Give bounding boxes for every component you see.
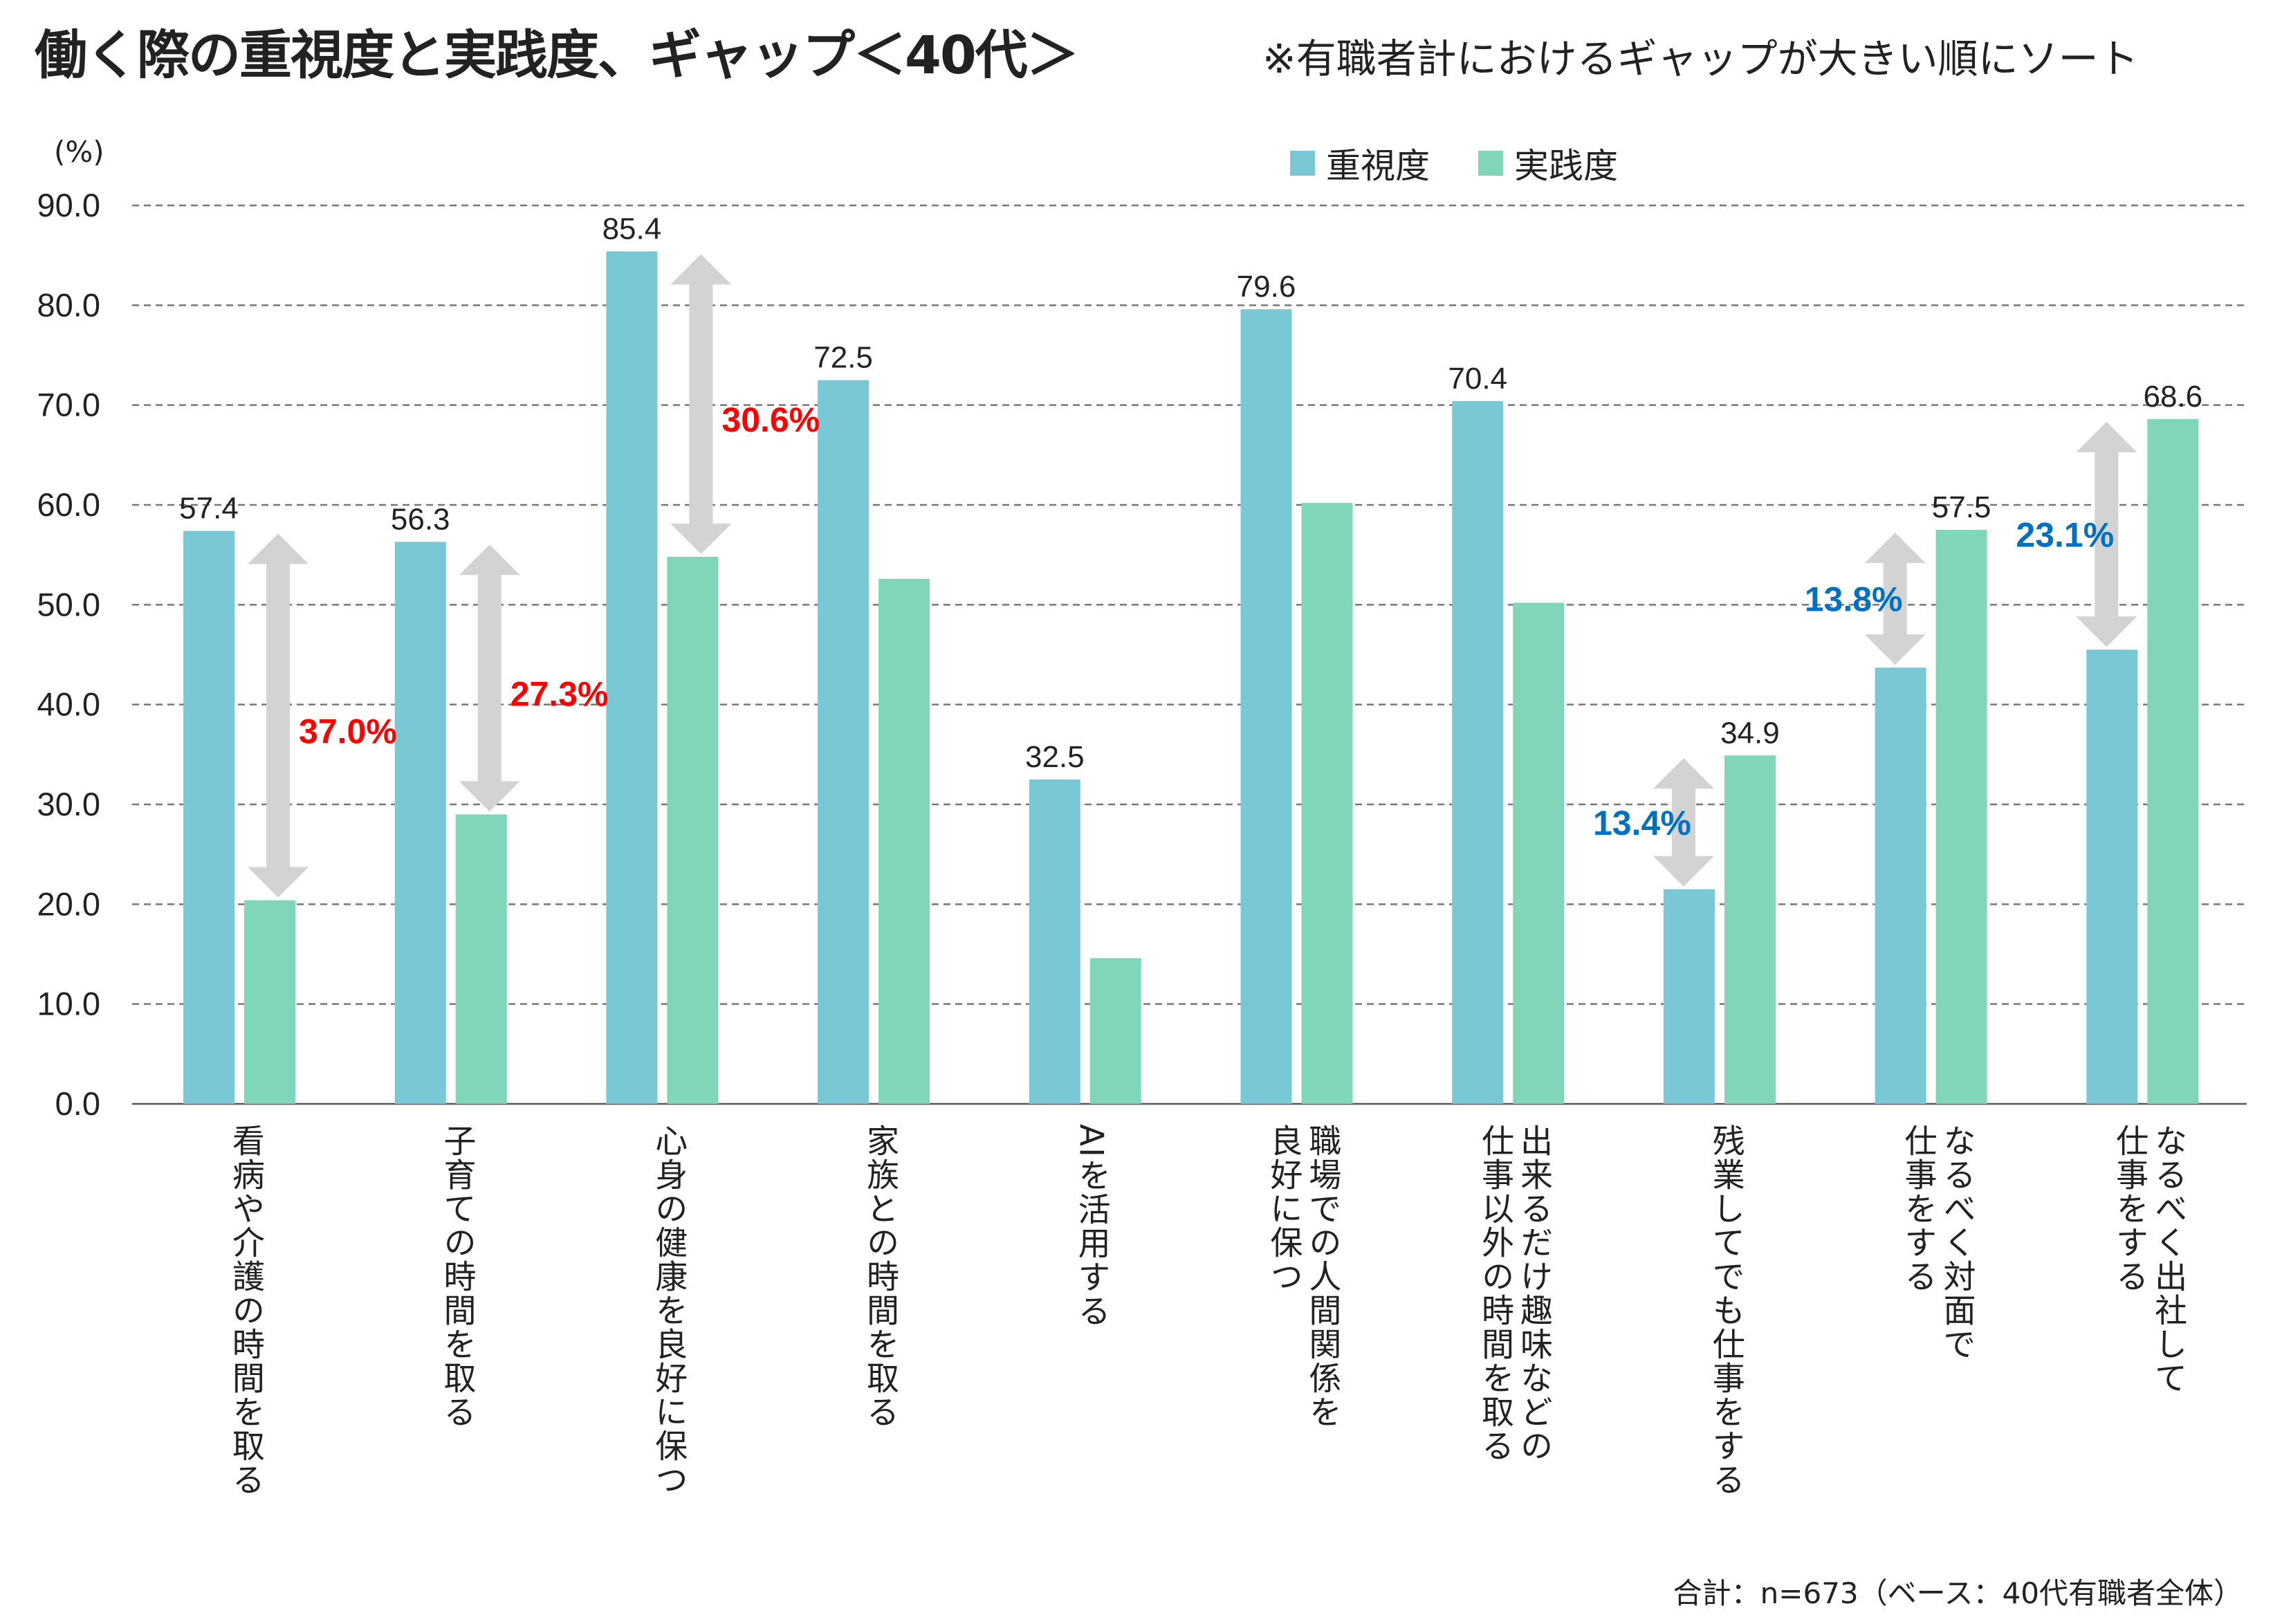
bar-importance — [606, 251, 658, 1105]
gap-label: 30.6% — [721, 400, 820, 439]
legend-item-practice: 実践度 — [1478, 138, 1618, 188]
data-label: 57.5 — [1932, 490, 1991, 524]
category-label: 出来るだけ趣味などの 仕事以外の時間を取る — [1475, 1124, 1553, 1463]
bar-practice — [878, 578, 930, 1104]
data-label: 70.4 — [1448, 362, 1507, 396]
data-label: 57.4 — [179, 492, 239, 526]
bar-practice — [2147, 418, 2199, 1104]
category-label: 職場での人間関係を 良好に保つ — [1264, 1124, 1341, 1429]
y-tick-label: 20.0 — [37, 885, 100, 922]
y-tick-label: 40.0 — [37, 686, 100, 723]
category-label: 家族との時間を取る — [860, 1124, 899, 1429]
bar-importance — [1875, 667, 1926, 1104]
category-label: AIを活用する — [1071, 1124, 1110, 1329]
category-label: 心身の健康を良好に保つ — [649, 1124, 688, 1497]
category-label: 残業してでも仕事をする — [1706, 1124, 1745, 1497]
gap-label: 37.0% — [299, 712, 397, 751]
bar-importance — [1452, 400, 1504, 1104]
gap-double-arrow — [670, 254, 732, 555]
y-tick-label: 90.0 — [37, 187, 100, 223]
footnote: 合計：n=673（ベース：40代有職者全体） — [1673, 1576, 2243, 1610]
data-label: 85.4 — [602, 212, 662, 246]
category-label: なるべく出社して 仕事をする — [2110, 1124, 2187, 1395]
gap-label: 13.8% — [1805, 580, 1903, 619]
legend: 重視度 実践度 — [1290, 138, 1618, 188]
bar-importance — [394, 542, 446, 1104]
bar-importance — [1663, 889, 1715, 1104]
y-tick-label: 10.0 — [37, 986, 100, 1022]
bar-importance — [1240, 309, 1292, 1104]
legend-swatch — [1478, 151, 1503, 176]
bar-practice — [1935, 530, 1987, 1104]
bar-practice — [667, 557, 719, 1104]
data-label: 72.5 — [813, 341, 873, 375]
bar-practice — [1724, 755, 1776, 1104]
gap-double-arrow — [2076, 421, 2137, 647]
bar-importance — [818, 380, 870, 1105]
category-label: なるべく対面で 仕事をする — [1898, 1124, 1976, 1361]
bar-importance — [1029, 779, 1080, 1104]
data-label: 79.6 — [1237, 270, 1296, 304]
gap-label: 23.1% — [2016, 516, 2114, 555]
y-tick-label: 50.0 — [37, 586, 100, 622]
chart-subtitle: ※有職者計におけるギャップが大きい順にソート — [1262, 35, 2139, 82]
data-label: 32.5 — [1025, 740, 1085, 774]
y-tick-label: 0.0 — [55, 1085, 100, 1122]
gap-double-arrow — [459, 544, 520, 812]
bar-practice — [244, 900, 295, 1104]
y-tick-label: 30.0 — [37, 786, 100, 822]
bar-practice — [1513, 602, 1565, 1104]
gap-label: 13.4% — [1593, 804, 1691, 842]
legend-item-importance: 重視度 — [1290, 138, 1430, 188]
y-tick-label: 60.0 — [37, 486, 100, 523]
data-label: 68.6 — [2143, 380, 2202, 414]
bar-importance — [183, 530, 234, 1104]
data-label: 56.3 — [391, 502, 450, 536]
gap-double-arrow — [1653, 758, 1714, 887]
bar-practice — [1089, 958, 1141, 1104]
legend-label: 実践度 — [1514, 146, 1618, 186]
legend-label: 重視度 — [1326, 146, 1430, 186]
bar-practice — [1301, 503, 1353, 1104]
gap-label: 27.3% — [510, 674, 609, 713]
y-tick-label: 80.0 — [37, 286, 100, 323]
chart-title: 働く際の重視度と実践度、ギャップ＜40代＞ — [35, 24, 1079, 86]
legend-swatch — [1290, 151, 1315, 176]
category-label: 子育ての時間を取る — [437, 1124, 476, 1429]
bar-importance — [2086, 649, 2138, 1104]
data-label: 34.9 — [1720, 716, 1780, 750]
y-axis-unit: (%) — [54, 135, 104, 169]
gap-double-arrow — [248, 533, 309, 898]
bar-practice — [455, 814, 507, 1104]
category-label: 看病や介護の時間を取る — [226, 1124, 264, 1497]
gap-double-arrow — [1864, 533, 1926, 665]
y-tick-label: 70.0 — [37, 387, 100, 423]
